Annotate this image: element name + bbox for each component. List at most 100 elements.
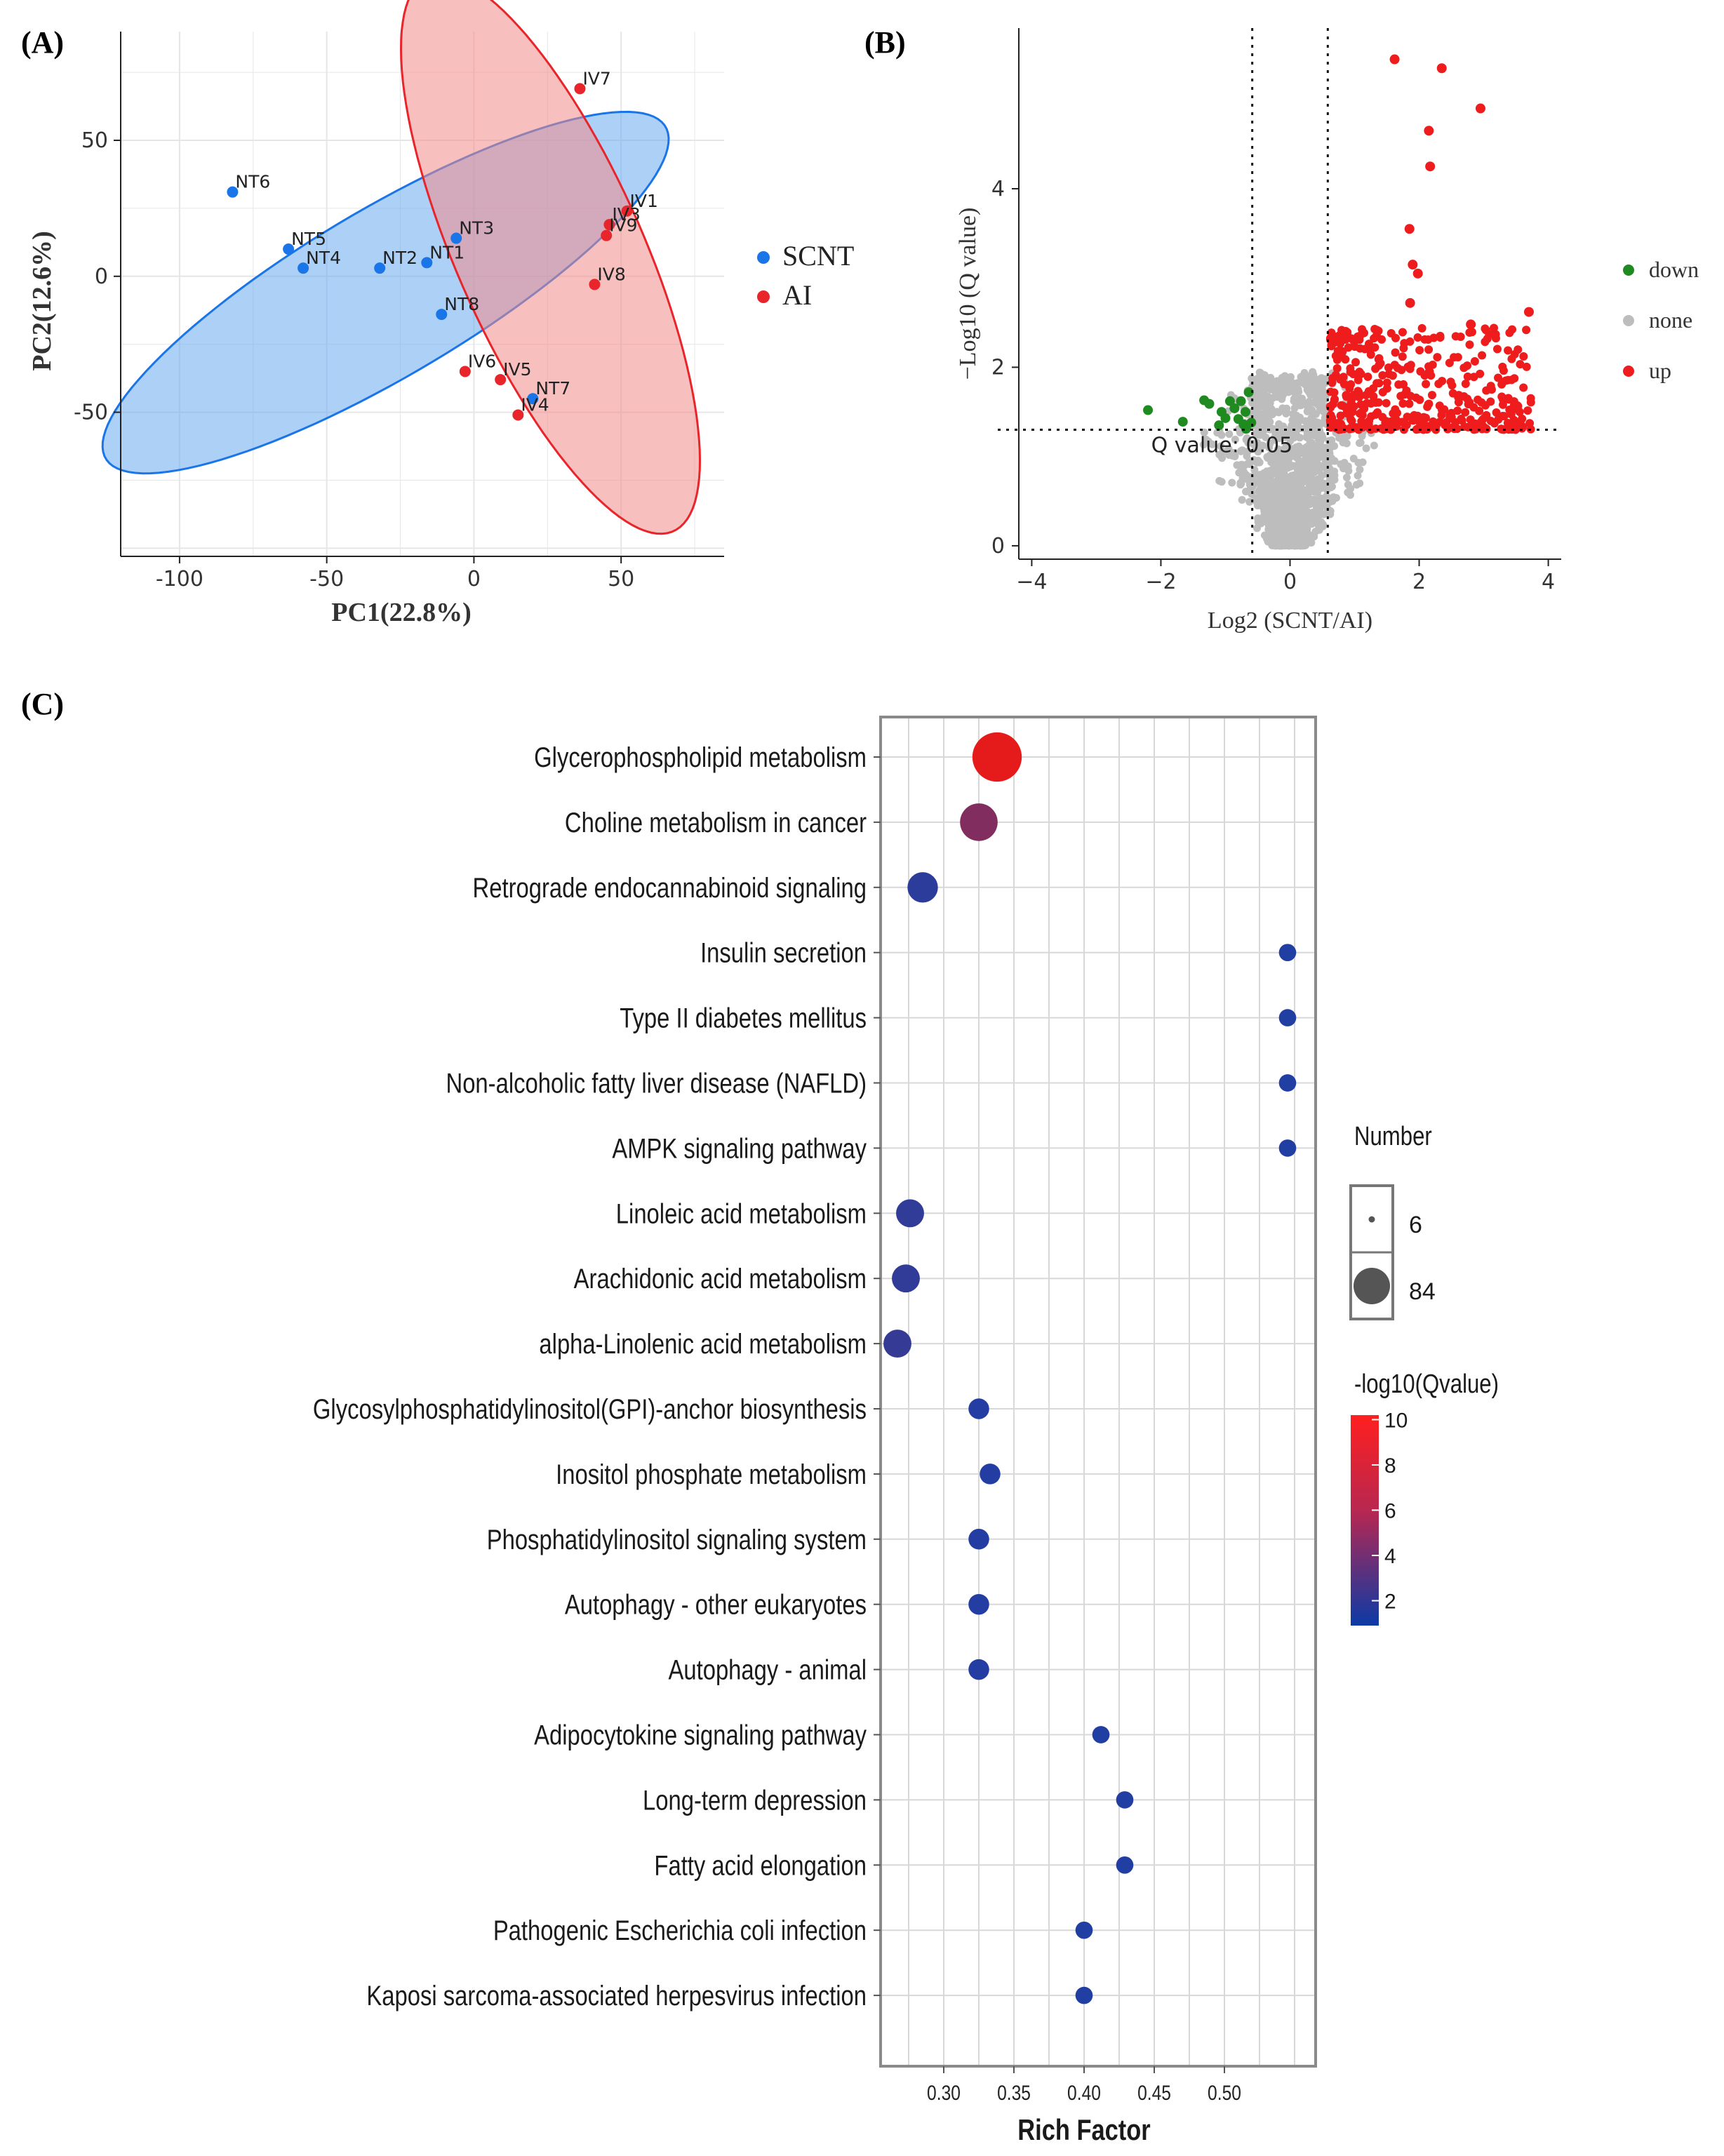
volcano-point-up: [1435, 401, 1444, 410]
pca-x-tick-label: 50: [608, 567, 634, 591]
volcano-point-none: [1238, 496, 1246, 504]
volcano-point-up: [1492, 344, 1502, 354]
pca-x-axis-label: PC1(22.8%): [331, 598, 471, 627]
color-legend-title: -log10(Qvalue): [1354, 1370, 1499, 1399]
volcano-point-up: [1423, 402, 1432, 411]
volcano-point-down: [1204, 399, 1215, 409]
pca-point-label: NT4: [306, 248, 341, 268]
volcano-point-up: [1486, 382, 1495, 391]
pca-point-label: NT3: [459, 218, 494, 239]
volcano-point-up: [1357, 417, 1366, 426]
volcano-point-none: [1314, 525, 1323, 534]
pca-point-label: IV5: [503, 359, 531, 380]
volcano-point-none: [1321, 379, 1329, 387]
volcano-point-none: [1314, 488, 1322, 497]
bubble-x-tick-label: 0.40: [1067, 2081, 1101, 2105]
volcano-point-up: [1345, 424, 1354, 434]
volcano-point-none: [1255, 373, 1264, 382]
pca-point: [459, 366, 471, 377]
volcano-point-up: [1470, 357, 1479, 366]
size-legend-title: Number: [1354, 1122, 1432, 1151]
pca-legend-marker: [757, 251, 770, 264]
volcano-point-none: [1262, 373, 1271, 382]
volcano-point-none: [1306, 372, 1314, 380]
pathway-label: AMPK signaling pathway: [612, 1132, 867, 1164]
volcano-point-up: [1463, 372, 1472, 381]
volcano-point-none: [1280, 469, 1288, 478]
volcano-point-none: [1239, 471, 1248, 480]
pca-point-label: IV7: [582, 68, 610, 88]
volcano-point-up: [1371, 410, 1380, 419]
volcano-point-none: [1309, 387, 1318, 395]
volcano-point-down: [1214, 420, 1224, 431]
volcano-point-none: [1261, 423, 1269, 431]
volcano-point-none: [1288, 490, 1296, 499]
volcano-point-up: [1446, 377, 1455, 387]
pca-x-tick-label: -50: [309, 567, 344, 591]
pathway-label: Kaposi sarcoma-associated herpesvirus in…: [366, 1980, 867, 2011]
volcano-point-none: [1273, 381, 1281, 389]
volcano-point-up: [1419, 425, 1428, 434]
volcano-point-up: [1456, 333, 1465, 342]
volcano-y-tick-label: 4: [991, 177, 1005, 201]
volcano-point-none: [1314, 381, 1322, 389]
pca-point: [621, 205, 633, 217]
volcano-point-up: [1475, 103, 1485, 114]
volcano-x-tick-label: 4: [1542, 570, 1555, 594]
volcano-point-none: [1281, 372, 1289, 380]
volcano-point-up: [1507, 354, 1516, 363]
volcano-point-none: [1262, 433, 1270, 441]
pca-y-axis-label: PC2(12.6%): [27, 231, 57, 370]
pca-legend-label: SCNT: [782, 240, 854, 272]
volcano-point-none: [1294, 510, 1302, 518]
pathway-label: Linoleic acid metabolism: [616, 1198, 867, 1229]
volcano-point-up: [1412, 424, 1422, 434]
pathway-label: Choline metabolism in cancer: [565, 807, 867, 838]
pathway-label: Glycosylphosphatidylinositol(GPI)-anchor…: [313, 1393, 867, 1425]
volcano-point-up: [1469, 373, 1478, 382]
pathway-label: Retrograde endocannabinoid signaling: [473, 872, 867, 904]
pathway-label: Non-alcoholic fatty liver disease (NAFLD…: [446, 1067, 867, 1099]
volcano-point-none: [1306, 455, 1314, 464]
volcano-point-none: [1294, 541, 1302, 549]
volcano-point-up: [1405, 364, 1415, 373]
volcano-point-none: [1257, 490, 1266, 498]
volcano-point-up: [1336, 411, 1345, 420]
volcano-point-none: [1301, 417, 1309, 425]
volcano-point-up: [1332, 363, 1342, 373]
volcano-point-up: [1471, 424, 1481, 434]
enrichment-bubble: [1278, 1139, 1297, 1157]
volcano-point-none: [1263, 405, 1271, 413]
enrichment-bubble: [980, 1464, 1001, 1485]
enrichment-bubble: [968, 1398, 989, 1419]
bubble-x-tick-label: 0.35: [997, 2081, 1031, 2105]
volcano-legend-label: up: [1649, 358, 1671, 383]
pca-y-tick-label: 50: [81, 128, 108, 153]
pathway-label: Arachidonic acid metabolism: [574, 1263, 867, 1294]
bubble-x-tick-label: 0.45: [1137, 2081, 1171, 2105]
enrichment-bubble: [907, 872, 938, 903]
volcano-point-none: [1263, 383, 1271, 391]
volcano-plot: Q value: 0.05 −4 −2 0 2 4 0 2 4 Log2 (SCNT/AI) −Lo…: [955, 28, 1699, 634]
pca-point: [527, 393, 539, 405]
volcano-point-none: [1309, 508, 1317, 516]
volcano-point-down: [1224, 396, 1235, 406]
volcano-point-up: [1424, 345, 1434, 354]
volcano-point-none: [1303, 408, 1311, 416]
volcano-point-none: [1283, 404, 1291, 413]
volcano-point-up: [1436, 333, 1445, 342]
volcano-point-down: [1177, 417, 1188, 427]
volcano-point-up: [1427, 391, 1436, 400]
volcano-point-up: [1400, 390, 1409, 399]
volcano-point-up: [1504, 346, 1513, 355]
color-legend-tick-label: 4: [1384, 1545, 1396, 1568]
volcano-point-none: [1316, 427, 1324, 435]
color-legend-tick-label: 6: [1384, 1499, 1396, 1522]
volcano-point-up: [1466, 319, 1476, 330]
volcano-point-none: [1310, 420, 1318, 428]
volcano-point-none: [1228, 451, 1236, 460]
volcano-point-none: [1252, 431, 1260, 439]
pca-point-label: NT1: [429, 242, 465, 262]
volcano-point-up: [1328, 400, 1337, 409]
volcano-point-none: [1291, 483, 1299, 492]
